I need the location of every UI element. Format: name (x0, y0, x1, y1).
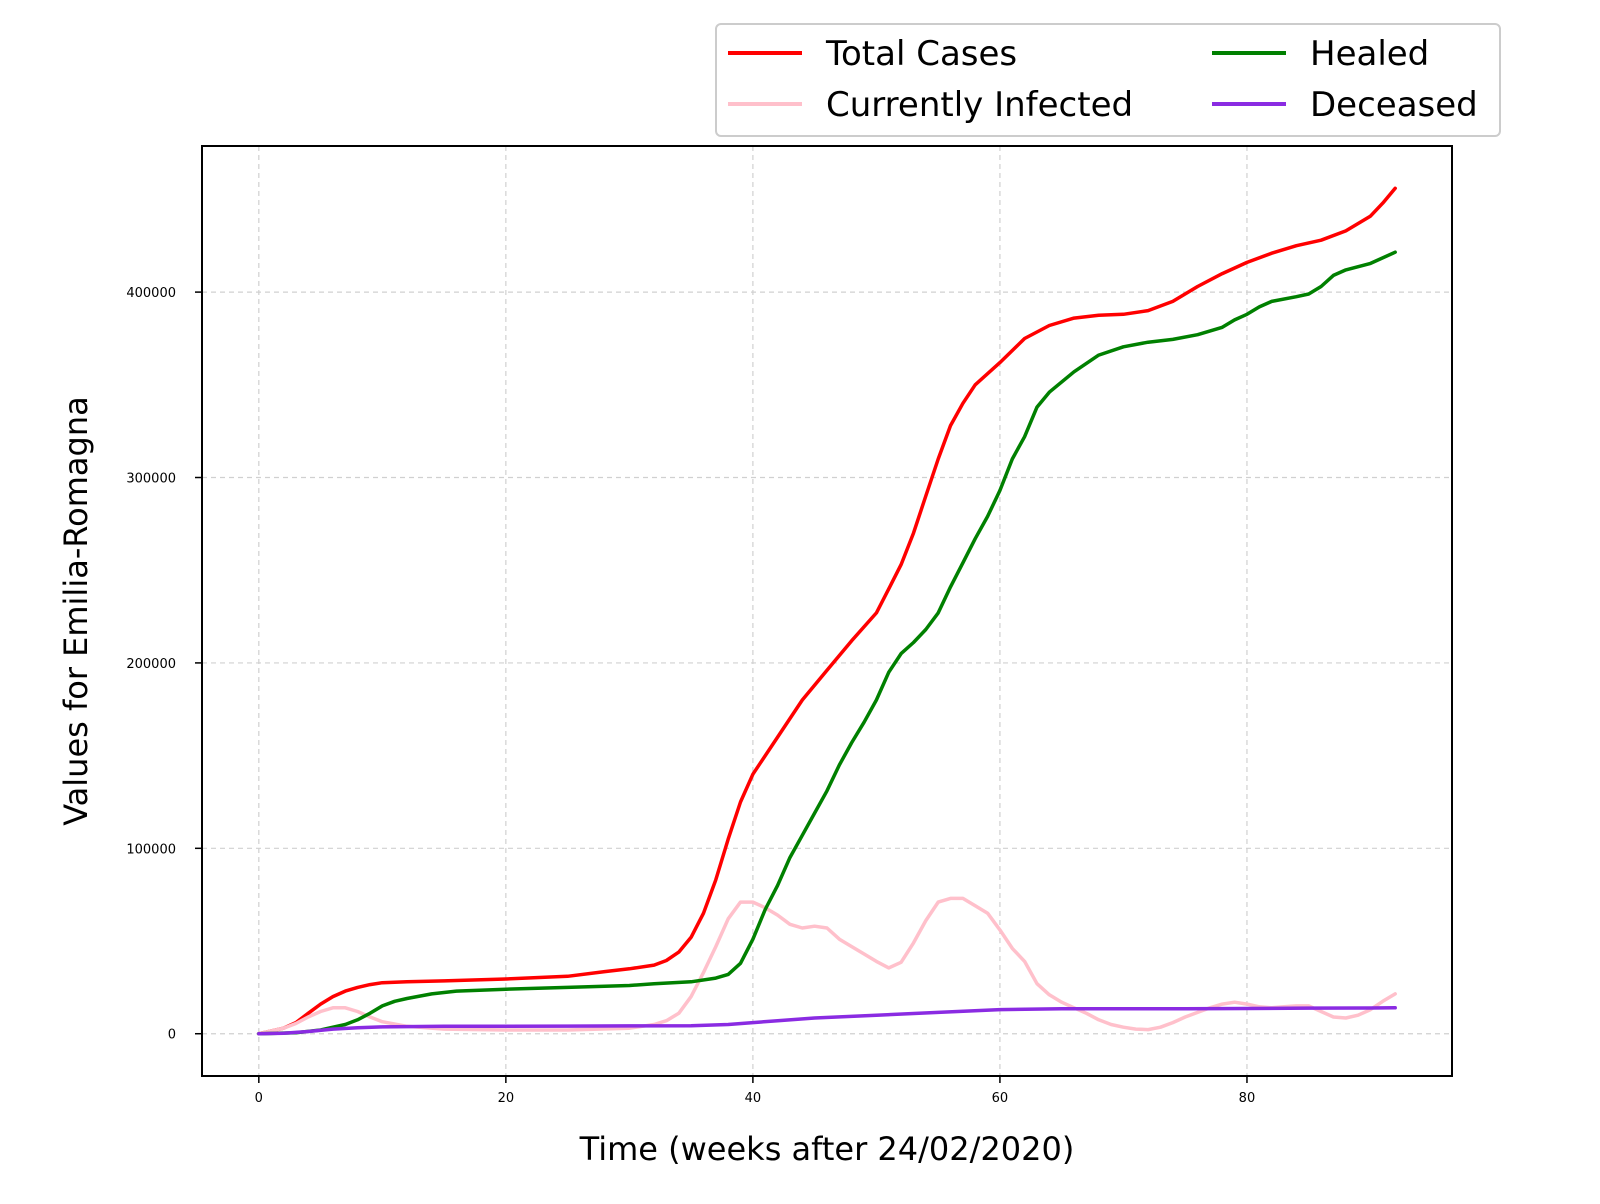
legend-box (715, 23, 1501, 137)
y-tick-label: 400000 (126, 286, 176, 301)
y-tick-label: 0 (168, 1028, 176, 1043)
grid-lines (202, 146, 1452, 1076)
axis-ticks: 0 20 40 60 80 0 100000 200000 300000 400000 (126, 286, 1255, 1106)
legend: Total Cases Currently Infected Healed Decea… (715, 23, 1501, 137)
x-tick-label: 0 (255, 1091, 263, 1106)
legend-entry-label: Currently Infected (826, 85, 1133, 125)
x-tick-label: 60 (992, 1091, 1009, 1106)
x-tick-label: 20 (498, 1091, 515, 1106)
series-lines (257, 186, 1397, 1036)
series-line-deceased (257, 1006, 1397, 1036)
legend-entry-label: Total Cases (825, 34, 1017, 74)
series-line-total-cases (257, 186, 1397, 1036)
y-tick-label: 100000 (126, 842, 176, 857)
y-tick-label: 200000 (126, 657, 176, 672)
legend-entry-label: Healed (1310, 34, 1429, 74)
x-tick-label: 80 (1239, 1091, 1256, 1106)
y-tick-label: 300000 (126, 472, 176, 487)
series-line-healed (257, 250, 1397, 1036)
y-axis-label: Values for Emilia-Romagna (57, 396, 95, 825)
x-tick-label: 40 (745, 1091, 762, 1106)
plot-frame (201, 145, 1453, 1077)
x-axis-label: Time (weeks after 24/02/2020) (579, 1130, 1075, 1168)
series-line-currently-infected (257, 896, 1397, 1036)
legend-entry-label: Deceased (1310, 85, 1478, 125)
